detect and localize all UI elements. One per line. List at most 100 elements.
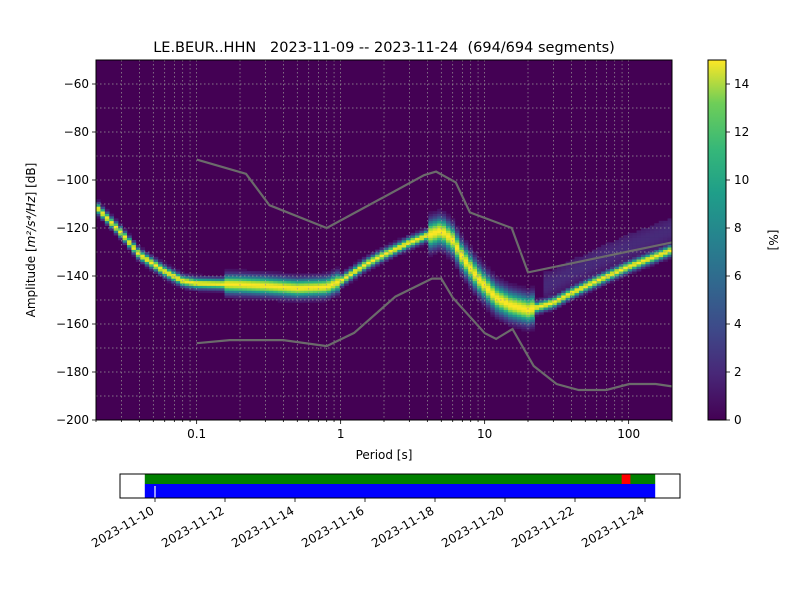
- heatmap-cell: [410, 247, 416, 250]
- heatmap-cell: [570, 266, 575, 270]
- heatmap-cell: [565, 285, 571, 289]
- heatmap-cell: [410, 242, 416, 246]
- heatmap-cell: [410, 237, 416, 241]
- x-tick-label: 1: [337, 427, 345, 441]
- heatmap-cell: [667, 235, 672, 238]
- heatmap-cell: [184, 278, 190, 282]
- heatmap-cell: [618, 276, 624, 279]
- heatmap-cell: [286, 283, 292, 286]
- heatmap-cell: [640, 228, 646, 231]
- heatmap-cell: [415, 240, 420, 243]
- heatmap-cell: [206, 276, 212, 279]
- heatmap-cell: [242, 290, 247, 294]
- heatmap-cell: [366, 259, 372, 262]
- heatmap-cell: [446, 216, 451, 219]
- heatmap-cell: [477, 278, 482, 282]
- heatmap-cell: [565, 278, 571, 282]
- heatmap-cell: [228, 280, 234, 284]
- heatmap-cell: [596, 261, 602, 265]
- heatmap-cell: [481, 273, 487, 277]
- colorbar-tick-label: 0: [734, 413, 742, 427]
- heatmap-cell: [171, 283, 177, 286]
- heatmap-cell: [255, 288, 261, 291]
- heatmap-cell: [649, 232, 655, 236]
- heatmap-cell: [237, 273, 243, 277]
- ppsd-plot-area: 0.1 1 10 100 −60−80−100−120−140−160−180−200: [56, 59, 673, 441]
- heatmap-cell: [450, 242, 456, 246]
- heatmap-cell: [570, 297, 575, 301]
- heatmap-cell: [516, 302, 522, 306]
- heatmap-cell: [344, 268, 349, 272]
- heatmap-cell: [375, 254, 380, 258]
- heatmap-cell: [494, 312, 500, 315]
- heatmap-cell: [587, 268, 593, 272]
- heatmap-cell: [516, 321, 522, 325]
- heatmap-cell: [543, 292, 549, 296]
- heatmap-cell: [304, 295, 309, 298]
- heatmap-cell: [640, 261, 646, 265]
- heatmap-cell: [565, 273, 571, 277]
- heatmap-cell: [215, 280, 221, 284]
- heatmap-cell: [96, 213, 101, 217]
- heatmap-cell: [499, 280, 504, 284]
- heatmap-cell: [317, 297, 323, 301]
- heatmap-cell: [490, 295, 496, 298]
- heatmap-cell: [494, 283, 500, 286]
- heatmap-cell: [432, 223, 438, 226]
- heatmap-cell: [122, 237, 128, 241]
- heatmap-cell: [144, 254, 150, 258]
- heatmap-cell: [623, 244, 628, 248]
- heatmap-cell: [299, 295, 305, 298]
- heatmap-cell: [268, 295, 274, 298]
- heatmap-cell: [264, 283, 270, 286]
- heatmap-cell: [268, 280, 274, 284]
- heatmap-cell: [268, 278, 274, 282]
- heatmap-cell: [401, 244, 407, 248]
- heatmap-cell: [601, 283, 606, 286]
- heatmap-cell: [441, 211, 447, 214]
- heatmap-cell: [197, 273, 203, 277]
- heatmap-cell: [543, 302, 549, 306]
- heatmap-cell: [437, 213, 442, 217]
- heatmap-cell: [663, 228, 668, 231]
- heatmap-cell: [277, 300, 283, 303]
- heatmap-cell: [233, 280, 239, 284]
- heatmap-cell: [313, 280, 318, 284]
- heatmap-cell: [246, 288, 252, 291]
- heatmap-cell: [658, 220, 664, 224]
- heatmap-cell: [649, 256, 655, 260]
- heatmap-cell: [654, 230, 660, 234]
- heatmap-cell: [206, 278, 212, 282]
- heatmap-cell: [530, 328, 535, 332]
- heatmap-cell: [113, 232, 119, 236]
- heatmap-cell: [623, 242, 628, 246]
- heatmap-cell: [587, 254, 593, 258]
- heatmap-cell: [490, 300, 496, 303]
- heatmap-cell: [618, 244, 624, 248]
- heatmap-cell: [578, 256, 584, 260]
- heatmap-cell: [96, 206, 101, 210]
- heatmap-cell: [113, 225, 119, 229]
- heatmap-cell: [326, 297, 332, 301]
- heatmap-cell: [485, 304, 491, 308]
- heatmap-cell: [649, 264, 655, 267]
- heatmap-cell: [592, 273, 597, 277]
- chart-title: LE.BEUR..HHN 2023-11-09 -- 2023-11-24 (6…: [153, 40, 615, 56]
- heatmap-cell: [609, 276, 615, 279]
- heatmap-cell: [649, 235, 655, 238]
- heatmap-cell: [508, 314, 513, 318]
- heatmap-cell: [472, 288, 478, 291]
- heatmap-cell: [237, 297, 243, 301]
- heatmap-cell: [561, 283, 566, 286]
- heatmap-cell: [255, 273, 261, 277]
- heatmap-cell: [277, 271, 283, 274]
- heatmap-cell: [286, 273, 292, 277]
- heatmap-cell: [317, 300, 323, 303]
- heatmap-cell: [516, 307, 522, 310]
- heatmap-cell: [286, 297, 292, 301]
- heatmap-cell: [361, 264, 367, 267]
- heatmap-cell: [295, 276, 301, 279]
- heatmap-cell: [335, 278, 340, 282]
- heatmap-cell: [113, 228, 119, 231]
